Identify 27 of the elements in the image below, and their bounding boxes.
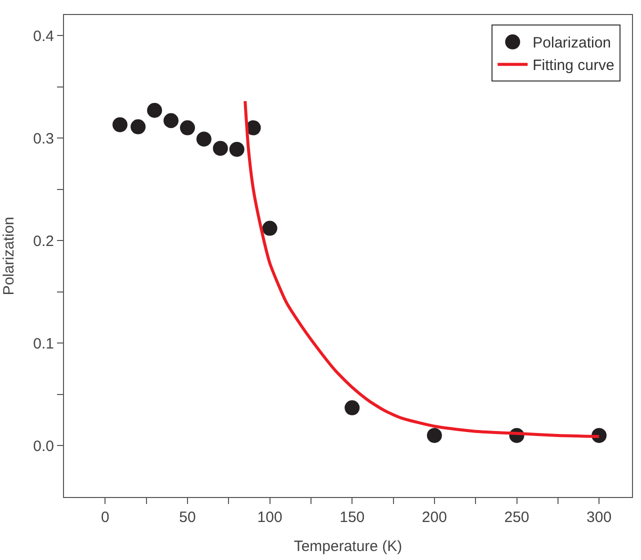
point: [229, 142, 244, 157]
x-tick-label: 300: [586, 509, 612, 526]
y-tick-label: 0.3: [33, 130, 54, 148]
point: [164, 113, 179, 128]
point: [180, 120, 195, 136]
y-tick-label: 0.2: [33, 232, 54, 250]
x-axis-title: Temperature (K): [294, 538, 402, 555]
y-tick-label: 0.1: [33, 335, 54, 352]
point: [426, 428, 442, 443]
x-tick-label: 50: [179, 509, 196, 526]
x-tick-label: 150: [340, 509, 365, 526]
point: [130, 119, 146, 134]
y-tick-label: 0.0: [33, 438, 54, 455]
legend-label: Polarization: [532, 34, 612, 52]
point: [112, 117, 128, 132]
point: [344, 400, 360, 416]
point: [212, 140, 228, 156]
y-tick-label: 0.4: [33, 28, 54, 45]
point: [262, 220, 278, 236]
y-axis-title: Polarization: [0, 216, 18, 296]
x-tick-label: 100: [257, 509, 282, 526]
x-tick-label: 0: [100, 509, 110, 526]
x-tick-label: 200: [422, 509, 447, 526]
point: [196, 132, 212, 147]
legend-label: Fitting curve: [532, 57, 614, 74]
x-tick-label: 250: [504, 509, 530, 526]
point: [147, 102, 162, 118]
